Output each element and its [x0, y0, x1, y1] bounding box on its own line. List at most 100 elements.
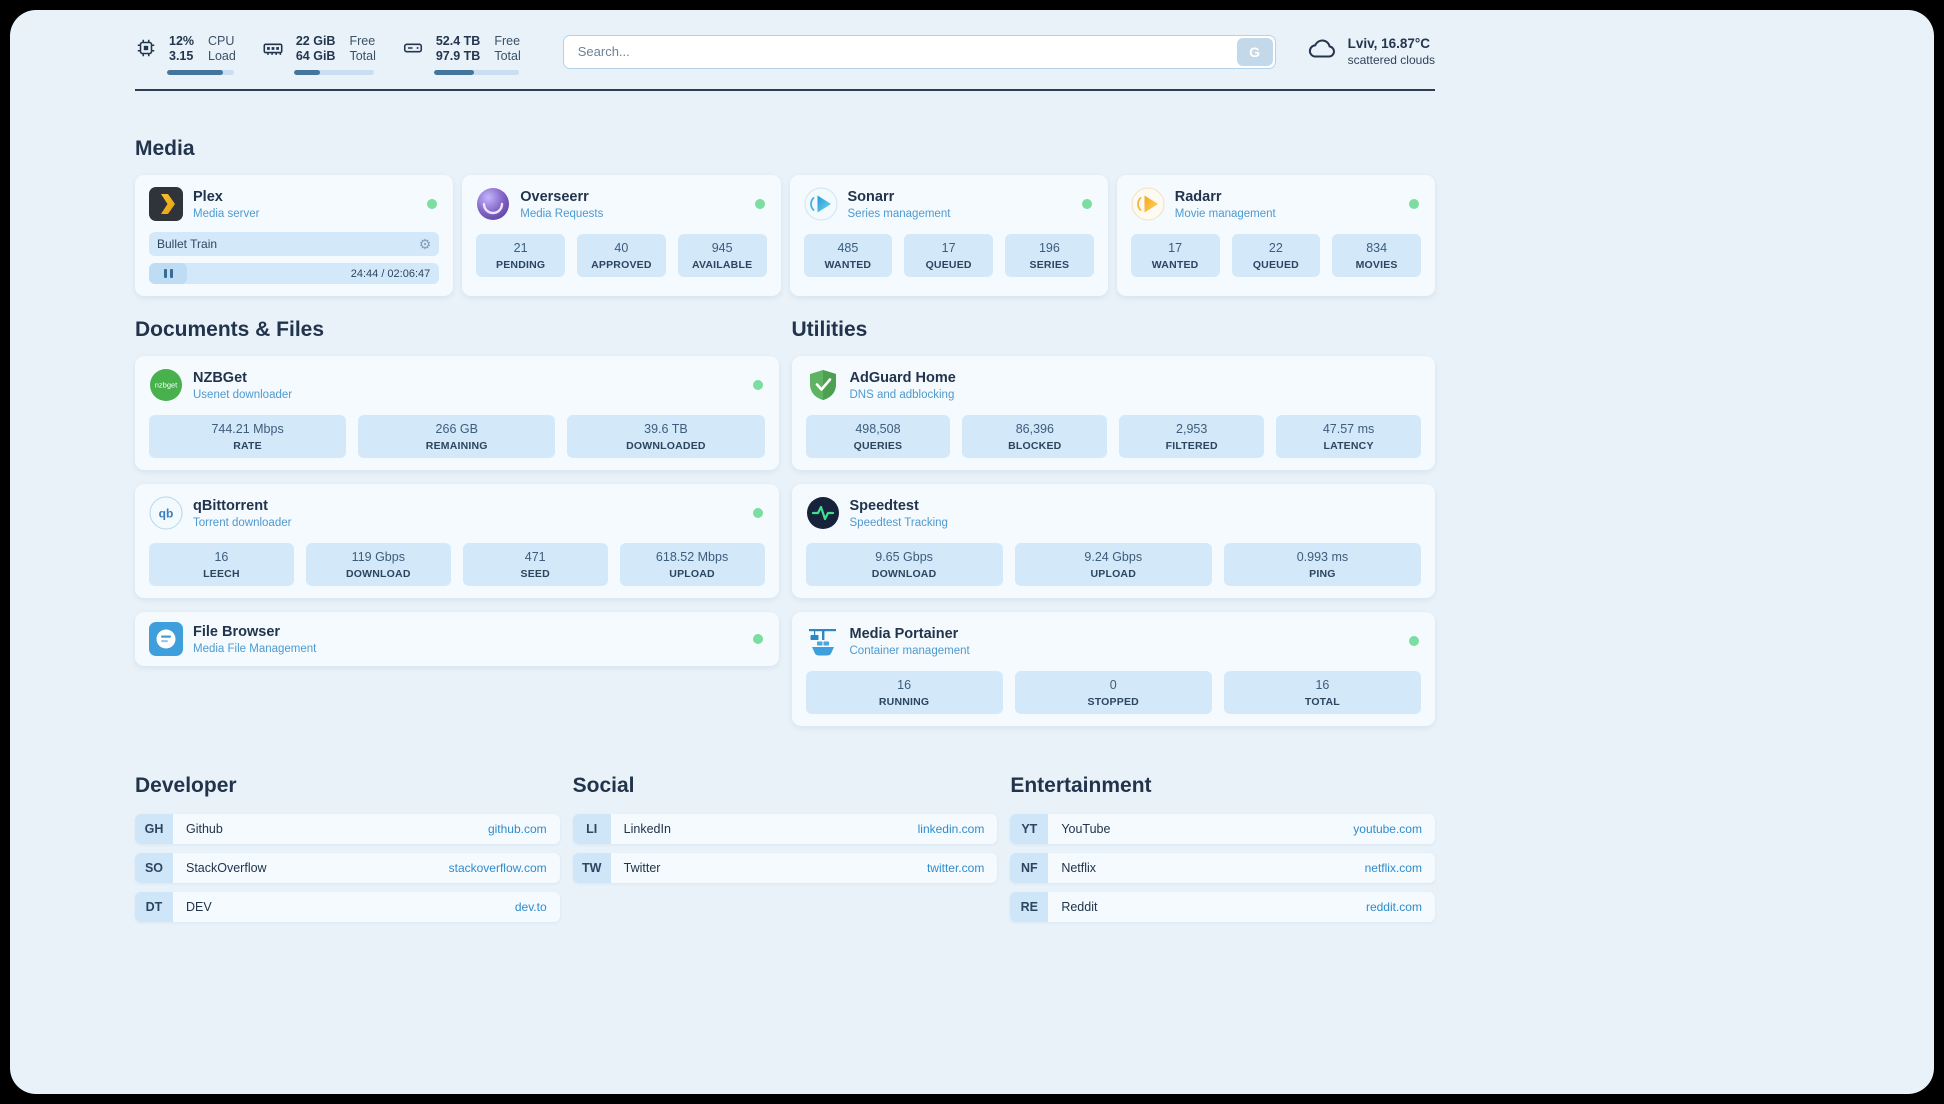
- stat-label: PING: [1309, 568, 1336, 580]
- app-subtitle: Series management: [847, 207, 951, 220]
- section-title-social: Social: [572, 774, 635, 797]
- stat-value: 618.52 Mbps: [655, 550, 729, 564]
- stat-movies: 834 MOVIES: [1332, 234, 1421, 277]
- stat-queries: 498,508 QUERIES: [805, 415, 951, 458]
- qbittorrent-icon-text: qb: [159, 507, 174, 521]
- bookmark-netflix[interactable]: NF Netflix netflix.com: [1010, 853, 1435, 883]
- bookmark-name: Reddit: [1061, 900, 1098, 914]
- stat-queued: 17 QUEUED: [904, 234, 993, 277]
- bookmark-link[interactable]: netflix.com: [1364, 861, 1422, 875]
- stat-label: FILTERED: [1165, 440, 1218, 452]
- stat-value: 17: [941, 241, 956, 255]
- filebrowser-icon: [149, 622, 183, 656]
- overseerr-card[interactable]: Overseerr Media Requests 21 PENDING 40 A…: [462, 175, 781, 296]
- bookmark-linkedin[interactable]: LI LinkedIn linkedin.com: [572, 814, 998, 844]
- portainer-card[interactable]: Media Portainer Container management 16 …: [791, 612, 1435, 726]
- bookmark-link[interactable]: dev.to: [514, 900, 547, 914]
- pause-icon[interactable]: [149, 263, 187, 284]
- stat-value: 21: [513, 241, 528, 255]
- ram-total-value: 64 GiB: [295, 49, 336, 63]
- app-subtitle: Usenet downloader: [193, 388, 293, 401]
- stat-seed: 471 SEED: [462, 543, 608, 586]
- stat-value: 22: [1268, 241, 1283, 255]
- status-dot: [1081, 199, 1092, 209]
- stat-label: MOVIES: [1355, 259, 1398, 271]
- stat-value: 9.24 Gbps: [1084, 550, 1143, 564]
- stat-upload: 9.24 Gbps UPLOAD: [1014, 543, 1212, 586]
- social-section: Social LI LinkedIn linkedin.com TW Twitt…: [572, 774, 998, 931]
- bookmark-name: StackOverflow: [186, 861, 267, 875]
- entertainment-section: Entertainment YT YouTube youtube.com NF …: [1010, 774, 1435, 931]
- app-title: Plex: [193, 188, 223, 205]
- bookmark-reddit[interactable]: RE Reddit reddit.com: [1010, 892, 1435, 922]
- filebrowser-card[interactable]: File Browser Media File Management: [135, 612, 779, 666]
- stat-value: 2,953: [1176, 422, 1208, 436]
- app-subtitle: Speedtest Tracking: [849, 516, 948, 529]
- stat-label: LATENCY: [1323, 440, 1374, 452]
- bookmark-stackoverflow[interactable]: SO StackOverflow stackoverflow.com: [135, 853, 560, 883]
- stat-value: 47.57 ms: [1322, 422, 1375, 436]
- overseerr-icon: [476, 187, 510, 221]
- app-subtitle: Container management: [849, 644, 970, 657]
- bookmark-twitter[interactable]: TW Twitter twitter.com: [572, 853, 998, 883]
- cpu-load-value: 3.15: [169, 49, 194, 63]
- stat-label: UPLOAD: [1090, 568, 1137, 580]
- app-title: AdGuard Home: [849, 369, 956, 386]
- bookmark-link[interactable]: github.com: [487, 822, 547, 836]
- bookmark-name: Github: [186, 822, 223, 836]
- app-title: Speedtest: [849, 497, 919, 514]
- bookmark-name: Netflix: [1061, 861, 1097, 875]
- playback-progress-bar[interactable]: 24:44 / 02:06:47: [149, 263, 440, 284]
- stat-value: 39.6 TB: [644, 422, 688, 436]
- app-title: Radarr: [1174, 188, 1222, 205]
- bookmark-link[interactable]: youtube.com: [1353, 822, 1422, 836]
- stat-value: 119 Gbps: [351, 550, 405, 564]
- adguard-card[interactable]: AdGuard Home DNS and adblocking 498,508 …: [791, 356, 1435, 470]
- stat-value: 744.21 Mbps: [211, 422, 284, 436]
- app-subtitle: Movie management: [1174, 207, 1276, 220]
- stat-value: 0.993 ms: [1296, 550, 1349, 564]
- app-title: Media Portainer: [849, 625, 959, 642]
- disk-total-label: Total: [494, 49, 521, 63]
- stat-available: 945 AVAILABLE: [677, 234, 767, 277]
- playback-time: 24:44 / 02:06:47: [350, 267, 431, 280]
- search-input[interactable]: [563, 35, 1235, 68]
- stat-rate: 744.21 Mbps RATE: [149, 415, 347, 458]
- bookmark-youtube[interactable]: YT YouTube youtube.com: [1010, 814, 1435, 844]
- stat-value: 196: [1038, 241, 1060, 255]
- plex-card[interactable]: Plex Media server Bullet Train ⚙ 24:44 /…: [135, 175, 454, 296]
- cpu-usage-label: CPU: [208, 34, 235, 48]
- bookmark-link[interactable]: reddit.com: [1365, 900, 1422, 914]
- status-dot: [754, 199, 765, 209]
- gear-icon[interactable]: ⚙: [418, 236, 432, 252]
- stat-value: 17: [1168, 241, 1183, 255]
- nzbget-icon: nzbget: [149, 368, 183, 402]
- app-subtitle: Media server: [193, 207, 260, 220]
- stat-value: 16: [1315, 678, 1330, 692]
- bookmark-link[interactable]: linkedin.com: [917, 822, 985, 836]
- search-engine-button[interactable]: G: [1236, 37, 1273, 66]
- stat-leech: 16 LEECH: [149, 543, 294, 586]
- bookmark-dev[interactable]: DT DEV dev.to: [135, 892, 560, 922]
- search-bar[interactable]: G: [562, 34, 1276, 69]
- stat-download: 119 Gbps DOWNLOAD: [305, 543, 451, 586]
- bookmark-github[interactable]: GH Github github.com: [135, 814, 560, 844]
- bookmark-link[interactable]: twitter.com: [926, 861, 985, 875]
- stat-wanted: 17 WANTED: [1130, 234, 1220, 277]
- stat-value: 485: [837, 241, 859, 255]
- section-title-developer: Developer: [135, 774, 237, 797]
- nzbget-icon-text: nzbget: [155, 381, 178, 390]
- sonarr-card[interactable]: Sonarr Series management 485 WANTED 17 Q…: [789, 175, 1108, 296]
- utilities-section: Utilities AdGuard Home: [791, 318, 1435, 726]
- speedtest-card[interactable]: Speedtest Speedtest Tracking 9.65 Gbps D…: [791, 484, 1435, 598]
- qbittorrent-card[interactable]: qb qBittorrent Torrent downloader 16 LEE…: [135, 484, 779, 598]
- disk-widget: 52.4 TB Free 97.9 TB Total: [402, 34, 521, 75]
- stat-value: 16: [214, 550, 229, 564]
- radarr-icon: [1131, 187, 1165, 221]
- radarr-card[interactable]: Radarr Movie management 17 WANTED 22 QUE…: [1116, 175, 1435, 296]
- bookmark-link[interactable]: stackoverflow.com: [448, 861, 547, 875]
- status-dot: [1409, 199, 1419, 209]
- stat-value: 834: [1366, 241, 1388, 255]
- cloud-icon: [1306, 37, 1338, 66]
- nzbget-card[interactable]: nzbget NZBGet Usenet downloader 744.21 M…: [135, 356, 779, 470]
